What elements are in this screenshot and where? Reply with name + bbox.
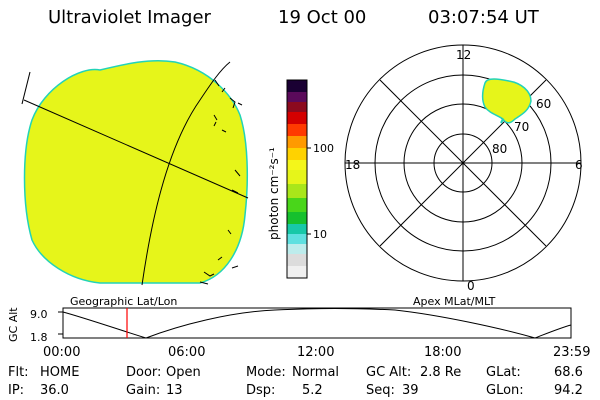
alt-tick-low: 1.8	[30, 331, 48, 344]
colorbar-unit-label: photon cm⁻²s⁻¹	[267, 147, 281, 240]
glat-label: GLat:	[486, 365, 521, 380]
flt-label: Flt:	[8, 365, 29, 380]
flt-value: HOME	[40, 365, 80, 380]
glat-value: 68.6	[554, 365, 583, 380]
altitude-curve	[62, 308, 572, 339]
colorbar-tick-10: 10	[313, 228, 327, 241]
gain-label: Gain:	[126, 383, 161, 398]
gc-alt-axis-label: GC Alt	[7, 307, 20, 342]
instrument-title: Ultraviolet Imager	[48, 7, 211, 28]
time-tick-1800: 18:00	[424, 345, 462, 360]
gc-alt-label: GC Alt:	[366, 365, 412, 380]
time-label: 03:07:54 UT	[428, 7, 539, 28]
mode-value: Normal	[292, 365, 340, 380]
lon-grid-line	[141, 61, 231, 286]
mlat-label-60: 60	[536, 97, 551, 111]
mlat-label-80: 80	[492, 142, 507, 156]
time-tick-0600: 06:00	[168, 345, 206, 360]
gain-value: 13	[166, 383, 183, 398]
altitude-timeline	[58, 307, 572, 339]
glon-value: 94.2	[554, 383, 583, 398]
colorbar-tick-100: 100	[313, 142, 334, 155]
auroral-emission-region	[481, 78, 532, 124]
door-label: Door:	[126, 365, 162, 380]
polar-plot	[344, 44, 582, 282]
geo-caption: Geographic Lat/Lon	[70, 295, 177, 308]
grid-line-short	[21, 71, 31, 105]
dsp-value: 5.2	[302, 383, 323, 398]
date-label: 19 Oct 00	[278, 7, 367, 28]
apex-caption: Apex MLat/MLT	[413, 295, 496, 308]
time-tick-2359: 23:59	[553, 345, 591, 360]
coastline	[199, 79, 243, 285]
mlt-label-6: 6	[575, 158, 583, 172]
mlt-label-0: 0	[467, 279, 475, 293]
color-bar: 100 10 photon cm⁻²s⁻¹	[267, 79, 334, 279]
ip-value: 36.0	[40, 383, 69, 398]
alt-tick-high: 9.0	[30, 308, 48, 321]
mlat-label-70: 70	[514, 120, 529, 134]
dsp-label: Dsp:	[246, 383, 276, 398]
glon-label: GLon:	[486, 383, 524, 398]
mode-label: Mode:	[246, 365, 286, 380]
seq-label: Seq:	[366, 383, 395, 398]
gc-alt-value: 2.8 Re	[420, 365, 462, 380]
time-tick-1200: 12:00	[297, 345, 335, 360]
mlt-label-12: 12	[456, 48, 471, 62]
door-value: Open	[166, 365, 201, 380]
mlt-label-18: 18	[345, 158, 360, 172]
seq-value: 39	[402, 383, 419, 398]
earth-disk-emission	[23, 59, 249, 284]
lat-grid-line	[23, 99, 249, 199]
ip-label: IP:	[8, 383, 25, 398]
time-tick-0000: 00:00	[43, 345, 81, 360]
geographic-image-panel	[21, 59, 249, 286]
